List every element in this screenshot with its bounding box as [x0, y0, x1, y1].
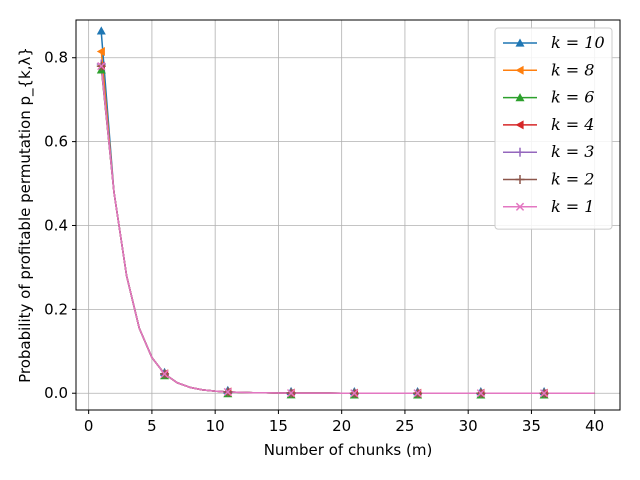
- series-line: [100, 66, 595, 394]
- marker-x-b: [413, 389, 422, 398]
- x-tick-label: 25: [395, 417, 414, 435]
- marker-x: [350, 389, 359, 398]
- marker-triangle-up: [96, 26, 106, 35]
- marker-x-b: [476, 389, 485, 398]
- x-tick-label: 30: [459, 417, 478, 435]
- x-tick-label: 0: [84, 417, 94, 435]
- x-tick-label: 15: [269, 417, 288, 435]
- marker-triangle-left: [96, 46, 105, 56]
- legend-label: k = 6: [551, 88, 594, 107]
- marker-triangle-left: [515, 65, 524, 75]
- legend-label: k = 1: [551, 197, 594, 216]
- marker-plus: [515, 175, 525, 184]
- marker-x: [413, 389, 422, 398]
- y-tick-label: 0.6: [44, 133, 68, 151]
- marker-x: [223, 387, 232, 397]
- legend-label: k = 10: [551, 33, 605, 52]
- marker-triangle-left: [515, 120, 524, 130]
- marker-x-b: [286, 388, 296, 398]
- x-tick-label: 35: [522, 417, 541, 435]
- x-tick-label: 10: [206, 417, 225, 435]
- x-tick-label: 20: [332, 417, 351, 435]
- legend-label: k = 3: [551, 142, 594, 161]
- axis-ticks: 0 5 10 15 20 25 30 35 40 0.0 0.2 0.4 0.6 0.8: [44, 49, 604, 435]
- marker-x: [515, 202, 525, 211]
- y-tick-label: 0.4: [44, 216, 68, 234]
- marker-x: [160, 369, 169, 379]
- legend: k = 10 k = 8 k = 6 k = 4 k = 3 k = 2 k = 1: [494, 27, 613, 230]
- marker-x: [97, 61, 106, 71]
- legend-label: k = 4: [551, 115, 594, 134]
- marker-triangle-up: [515, 93, 525, 102]
- marker-x-b: [97, 61, 106, 71]
- marker-x-b: [539, 389, 549, 398]
- marker-x: [539, 389, 549, 398]
- marker-triangle-up: [515, 38, 525, 47]
- y-axis-label: Probability of profitable permutation p_…: [16, 47, 35, 383]
- marker-x: [476, 389, 485, 398]
- marker-x-b: [515, 202, 525, 211]
- legend-label: k = 2: [551, 170, 594, 189]
- legend-label: k = 8: [551, 60, 594, 79]
- marker-x-b: [223, 387, 232, 397]
- x-axis-label: Number of chunks (m): [264, 441, 433, 459]
- y-tick-label: 0.2: [44, 300, 68, 318]
- series-lines: [100, 32, 595, 394]
- x-tick-label: 5: [147, 417, 157, 435]
- marker-x-b: [350, 389, 359, 398]
- series-markers: [96, 26, 549, 399]
- y-tick-label: 0.0: [44, 384, 68, 402]
- x-tick-label: 40: [585, 417, 604, 435]
- marker-x: [286, 388, 296, 398]
- y-tick-label: 0.8: [44, 49, 68, 67]
- plot-frame: [75, 19, 621, 411]
- marker-plus: [515, 147, 525, 157]
- marker-x-b: [160, 369, 169, 379]
